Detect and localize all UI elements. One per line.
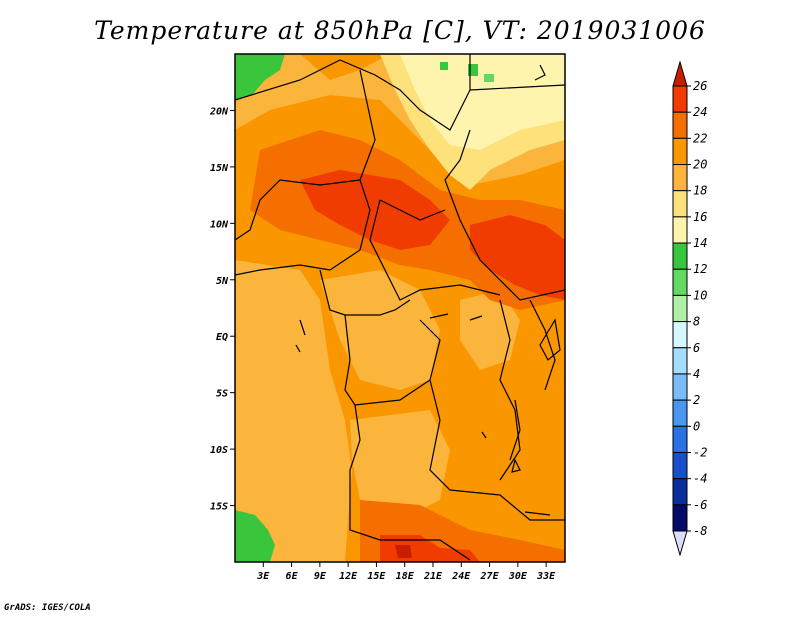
lat-tick-label: 10N bbox=[210, 219, 229, 230]
colorbar-label: 0 bbox=[693, 419, 700, 433]
colorbar-label: 8 bbox=[693, 315, 700, 329]
colorbar-label: 2 bbox=[693, 393, 700, 407]
colorbar-swatch bbox=[672, 190, 688, 218]
lon-tick-label: 18E bbox=[396, 571, 415, 582]
colorbar-label: 4 bbox=[693, 367, 700, 381]
colorbar-swatch bbox=[672, 268, 688, 296]
colorbar-label: -4 bbox=[693, 472, 707, 486]
colorbar-swatch bbox=[672, 216, 688, 244]
colorbar-swatch bbox=[672, 425, 688, 453]
lon-tick-label: 30E bbox=[508, 571, 528, 582]
lon-tick-label: 24E bbox=[451, 571, 471, 582]
colorbar-label: 20 bbox=[693, 158, 707, 172]
colorbar-label: -2 bbox=[693, 445, 707, 459]
colorbar-label: 22 bbox=[693, 131, 707, 145]
colorbar-bottom-arrow bbox=[672, 530, 688, 557]
colorbar-swatch bbox=[672, 85, 688, 113]
chart-title: Temperature at 850hPa [C], VT: 201903100… bbox=[94, 16, 706, 45]
latitude-axis: 20N 15N 10N 5N EQ 5S 10S 15S bbox=[209, 106, 235, 513]
colorbar-label: 26 bbox=[693, 79, 707, 93]
lon-tick-label: 3E bbox=[256, 571, 270, 582]
colorbar-swatch bbox=[672, 399, 688, 427]
map-field bbox=[235, 54, 565, 562]
lon-tick-label: 27E bbox=[480, 571, 500, 582]
lat-tick-label: 15S bbox=[210, 502, 228, 513]
colorbar-top-arrow bbox=[672, 60, 688, 87]
lat-tick-label: EQ bbox=[216, 332, 228, 343]
colorbar-label: 24 bbox=[693, 105, 707, 119]
colorbar-swatch bbox=[672, 504, 688, 532]
footer-credit: GrADS: IGES/COLA bbox=[4, 603, 91, 613]
colorbar-swatch bbox=[672, 111, 688, 139]
colorbar-swatch bbox=[672, 164, 688, 192]
lon-tick-label: 12E bbox=[339, 571, 358, 582]
colorbar-label: -8 bbox=[693, 524, 707, 538]
colorbar-label: 6 bbox=[693, 341, 700, 355]
colorbar-swatch bbox=[672, 478, 688, 506]
colorbar-swatch bbox=[672, 137, 688, 166]
lon-tick-label: 9E bbox=[314, 571, 327, 582]
colorbar-swatch bbox=[672, 347, 688, 375]
colorbar-label: 18 bbox=[693, 184, 707, 198]
colorbar-label: 14 bbox=[693, 236, 707, 250]
lon-tick-label: 6E bbox=[286, 571, 299, 582]
colorbar-label: -6 bbox=[693, 498, 707, 512]
colorbar-label: 10 bbox=[693, 288, 707, 302]
colorbar-label: 12 bbox=[693, 262, 707, 276]
longitude-axis: 3E 6E 9E 12E 15E 18E 21E 24E 27E 30E 33E bbox=[256, 562, 556, 582]
colorbar-swatch bbox=[672, 294, 688, 323]
lat-tick-label: 20N bbox=[209, 106, 229, 117]
lat-tick-label: 5S bbox=[216, 389, 228, 400]
lat-tick-label: 5N bbox=[216, 276, 229, 287]
lon-tick-label: 15E bbox=[367, 571, 386, 582]
colorbar-swatch bbox=[672, 321, 688, 349]
colorbar-swatch bbox=[672, 373, 688, 401]
colorbar-swatch bbox=[672, 451, 688, 480]
colorbar-swatch bbox=[672, 242, 688, 270]
lon-tick-label: 21E bbox=[423, 571, 443, 582]
map-frame bbox=[234, 53, 566, 563]
colorbar-label: 16 bbox=[693, 210, 707, 224]
lon-tick-label: 33E bbox=[536, 571, 556, 582]
lat-tick-label: 10S bbox=[210, 445, 228, 456]
lat-tick-label: 15N bbox=[210, 163, 229, 174]
